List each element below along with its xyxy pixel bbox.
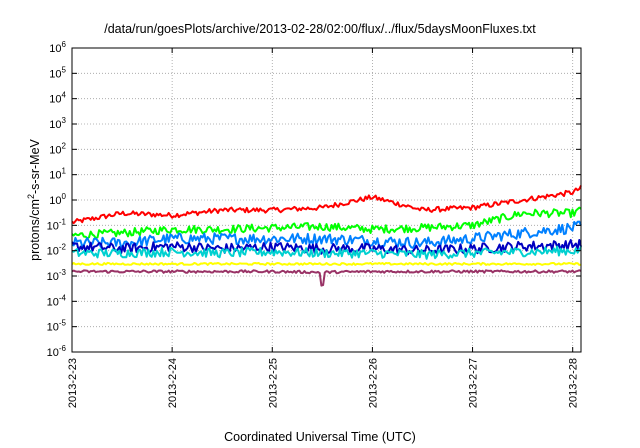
x-tick-label: 2013-2-26	[367, 358, 379, 408]
y-tick-label: 100	[49, 192, 66, 207]
axes: 106 105 104 103 102 101 100 10-1 10-2 10-3 10-4 10-…	[47, 40, 582, 408]
x-tick-label: 2013-2-28	[568, 358, 580, 408]
x-tick-label: 2013-2-25	[267, 358, 279, 408]
series-line-3	[71, 220, 582, 249]
y-tick-label: 102	[49, 141, 66, 156]
series-line-1	[71, 185, 582, 225]
y-tick-label: 10-3	[47, 268, 67, 283]
y-tick-label: 10-2	[47, 243, 67, 258]
chart-title: /data/run/goesPlots/archive/2013-02-28/0…	[104, 22, 536, 36]
y-tick-label: 101	[49, 167, 66, 182]
x-tick-label: 2013-2-24	[167, 358, 179, 408]
series-layer	[71, 185, 582, 287]
y-axis-label: protons/cm2-s-sr-MeV	[25, 139, 43, 261]
x-tick-label: 2013-2-27	[468, 358, 480, 408]
series-line-2	[71, 206, 582, 240]
series-line-7	[71, 269, 582, 287]
y-tick-label: 104	[49, 91, 66, 106]
y-tick-label: 106	[49, 40, 66, 55]
y-tick-label: 10-6	[47, 344, 67, 359]
y-tick-label: 103	[49, 116, 66, 131]
y-tick-label: 10-4	[47, 293, 67, 308]
x-axis-label: Coordinated Universal Time (UTC)	[224, 430, 416, 444]
y-tick-label: 105	[49, 65, 66, 80]
plot-frame	[71, 47, 582, 353]
y-tick-label: 10-1	[47, 217, 67, 232]
series-line-6	[71, 261, 582, 266]
y-tick-label: 10-5	[47, 319, 67, 334]
grid	[72, 48, 581, 352]
x-tick-label: 2013-2-23	[67, 358, 79, 408]
series-line-5	[71, 245, 582, 260]
